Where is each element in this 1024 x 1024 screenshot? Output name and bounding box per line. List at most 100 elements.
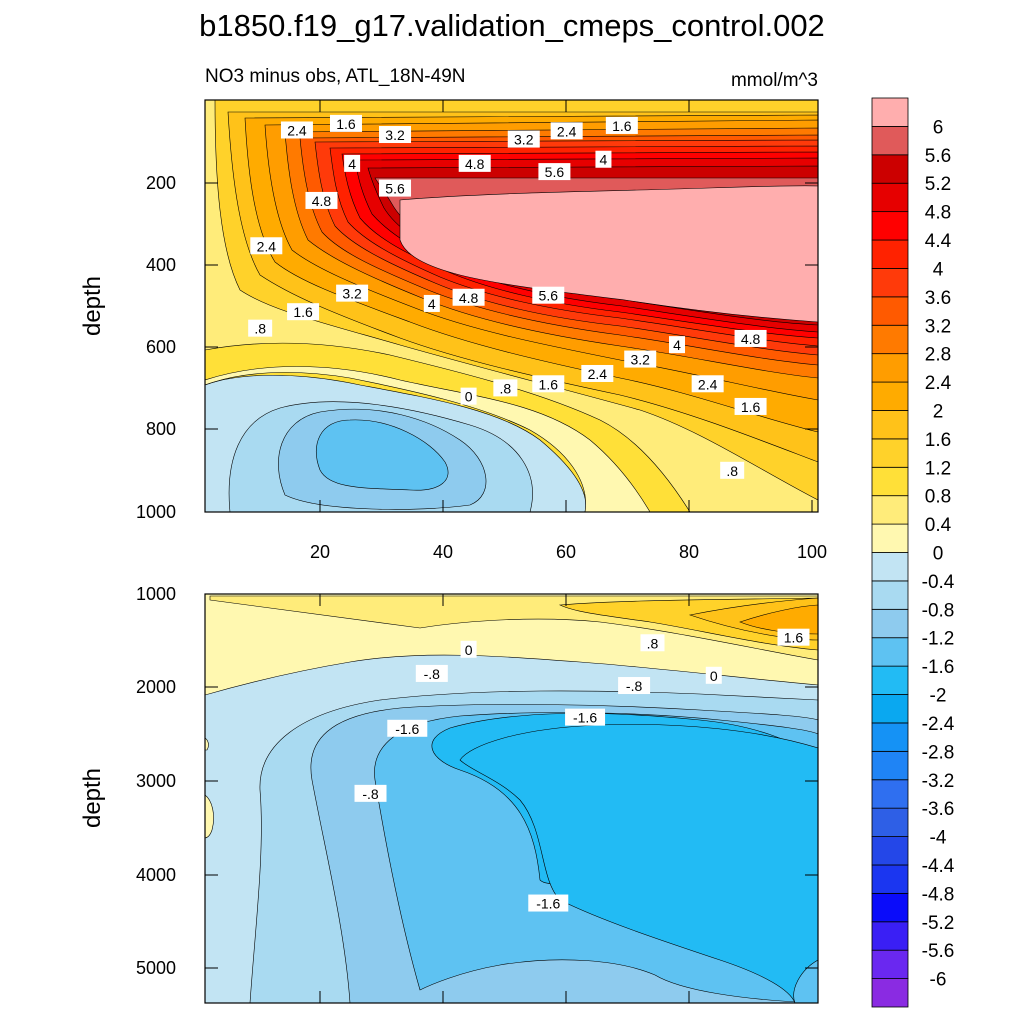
colorbar-swatch <box>871 978 909 1008</box>
contour-label-box <box>691 375 724 393</box>
bottom-left-patch-1 <box>205 794 214 839</box>
colorbar-swatch <box>871 552 909 582</box>
colorbar-label: 4 <box>933 259 944 280</box>
bottom-contour-fills <box>205 594 818 1003</box>
colorbar-swatch <box>871 495 909 525</box>
contour-label-box <box>734 397 767 415</box>
contour-label: 3.2 <box>385 127 405 143</box>
contour-label-box <box>287 303 320 321</box>
contour-label: 4.8 <box>459 290 479 306</box>
colorbar-label: 6 <box>933 117 944 138</box>
colorbar-swatch <box>871 892 909 923</box>
contour-label: 1.6 <box>293 304 313 320</box>
top-xtick-100: 100 <box>797 542 827 562</box>
bottom-neg-fill-6 <box>793 959 818 1003</box>
bottom-ytick-5000: 5000 <box>136 958 176 978</box>
contour-label: -.8 <box>626 678 643 694</box>
colorbar-label: -2.4 <box>922 714 955 735</box>
colorbar-swatch <box>871 921 909 951</box>
top-neg-fill-4 <box>316 419 449 491</box>
top-pos-fill-14 <box>399 185 818 323</box>
contour-label: 4 <box>673 337 681 353</box>
contour-label-box <box>705 666 722 684</box>
top-xtick-80: 80 <box>679 542 699 562</box>
colorbar-swatch <box>871 836 909 866</box>
colorbar-label: 0.4 <box>925 515 952 536</box>
contour-label: 2.4 <box>557 123 577 139</box>
colorbar-label: -6 <box>930 970 947 991</box>
contour-label: 5.6 <box>545 164 565 180</box>
contour-label: 3.2 <box>630 352 650 368</box>
colorbar-swatch <box>871 239 909 269</box>
top-ytick-800: 800 <box>146 419 176 439</box>
contour-label: 2.4 <box>698 376 718 392</box>
contour-label-box <box>734 329 767 347</box>
colorbar-label: 3.6 <box>925 288 951 309</box>
contour-label-box <box>423 294 440 312</box>
contour-label: 4.8 <box>465 156 485 172</box>
colorbar-swatch <box>871 438 909 468</box>
contour-label-box <box>605 116 638 134</box>
contour-label-box <box>538 163 571 181</box>
top-xtick-40: 40 <box>433 542 453 562</box>
contour-label-box <box>720 461 745 479</box>
colorbar-swatch <box>871 722 909 752</box>
colorbar-swatch <box>871 637 909 667</box>
colorbar-swatch <box>871 523 909 553</box>
contour-label-box <box>250 237 283 255</box>
colorbar-label: -4 <box>930 828 947 849</box>
colorbar-swatch <box>871 750 909 781</box>
colorbar-swatch <box>871 608 909 639</box>
colorbar-label: -3.6 <box>922 799 955 820</box>
bottom-pos-fill-4 <box>739 604 818 635</box>
top-plot-frame <box>204 99 819 513</box>
contour-label-box <box>344 154 361 172</box>
colorbar-swatch <box>871 949 909 979</box>
contour-label: 4 <box>428 296 436 312</box>
top-panel: NO3 minus obs, ATL_18N-49N mmol/m^3 <box>79 66 827 562</box>
figure-title: b1850.f19_g17.validation_cmeps_control.0… <box>199 8 825 43</box>
contour-label: .8 <box>500 380 512 396</box>
bottom-ytick-4000: 4000 <box>136 865 176 885</box>
bottom-left-patch-2 <box>205 737 209 751</box>
contour-label: 4 <box>600 152 608 168</box>
colorbar-swatch <box>871 807 909 837</box>
contour-label-box <box>595 150 612 168</box>
top-ytick-400: 400 <box>146 255 176 275</box>
contour-label-box <box>379 179 412 197</box>
contour-label-box <box>458 154 491 172</box>
contour-label-box <box>528 894 569 912</box>
top-left-title: NO3 minus obs, ATL_18N-49N <box>205 66 466 87</box>
colorbar-label: 2.8 <box>925 345 951 366</box>
contour-label-box <box>624 350 657 368</box>
contour-label: 0 <box>710 668 718 684</box>
top-ytick-200: 200 <box>146 173 176 193</box>
contour-label-box <box>565 708 606 726</box>
contour-label: -1.6 <box>395 721 419 737</box>
contour-label-box <box>415 664 448 682</box>
colorbar: -6 -5.6 -5.2 -4.8 -4.4 -4 -3.6 -3.2 -2.8 -2.4 -2 -1… <box>871 97 955 1008</box>
contour-label-box <box>379 126 412 144</box>
colorbar-label: 5.2 <box>925 174 951 195</box>
contour-label: 1.6 <box>612 118 632 134</box>
colorbar-swatch <box>871 381 909 411</box>
contour-label: 4.8 <box>741 331 761 347</box>
colorbar-label: -4.8 <box>922 884 955 905</box>
contour-label: 5.6 <box>539 288 559 304</box>
colorbar-swatch <box>871 864 909 894</box>
contour-label: 4 <box>348 156 356 172</box>
contour-label: 1.6 <box>336 116 356 132</box>
top-ytick-1000: 1000 <box>136 502 176 522</box>
contour-label-box <box>305 191 338 209</box>
contour-label: 1.6 <box>741 399 761 415</box>
colorbar-swatch <box>871 410 909 440</box>
contour-label: 2.4 <box>287 122 307 138</box>
colorbar-label: -0.4 <box>922 572 955 593</box>
colorbar-swatch <box>871 182 909 213</box>
bottom-ytick-1000: 1000 <box>136 584 176 604</box>
colorbar-swatch <box>871 97 909 127</box>
colorbar-label: -3.2 <box>922 771 955 792</box>
top-xtick-60: 60 <box>556 542 576 562</box>
contour-label: .8 <box>647 635 659 651</box>
